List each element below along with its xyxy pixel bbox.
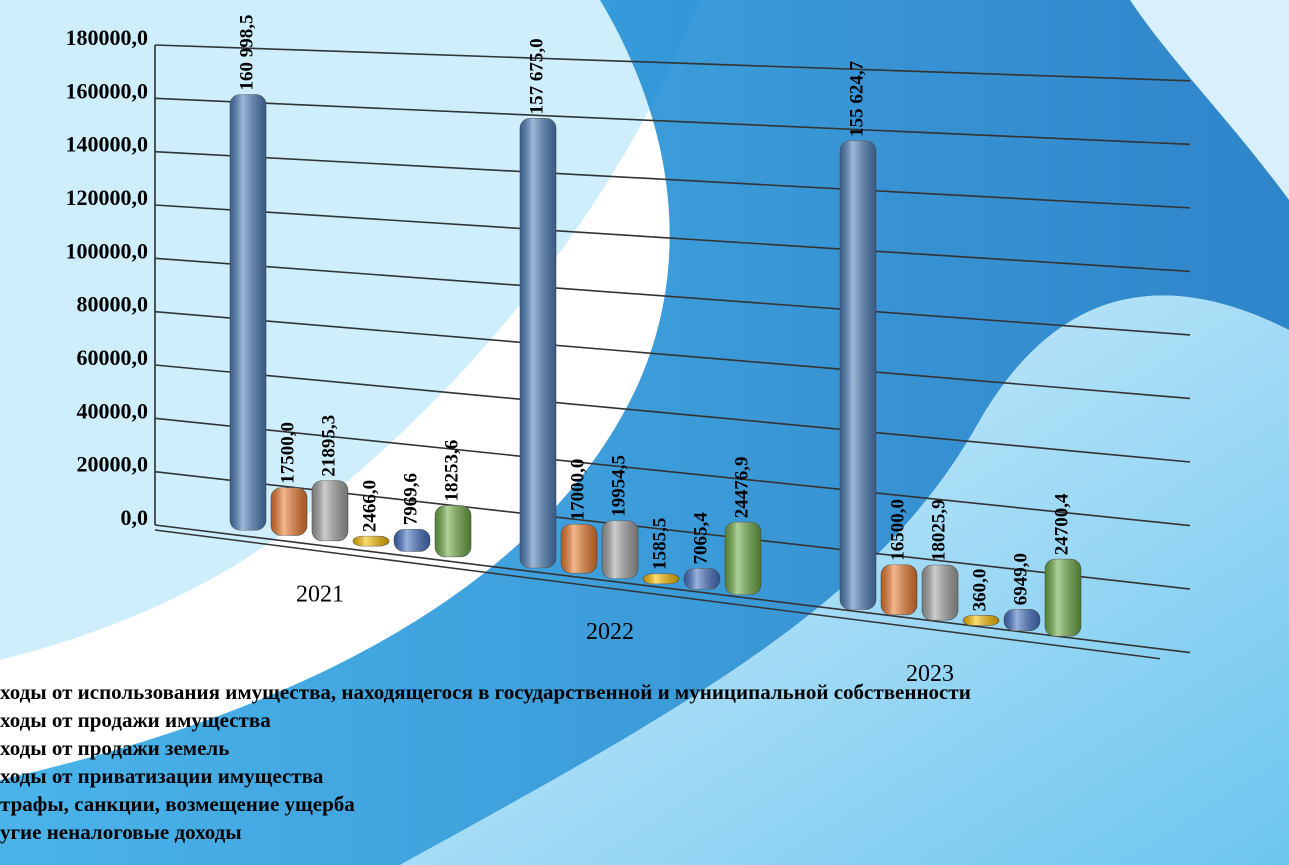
data-label: 6949,0 — [1010, 553, 1031, 605]
bar-shine — [353, 536, 389, 547]
bar-shine — [520, 118, 556, 568]
grid-line — [154, 310, 1191, 400]
y-tick-label: 20000,0 — [77, 452, 149, 477]
y-tick-label: 120000,0 — [66, 185, 149, 210]
y-tick-label: 60000,0 — [77, 345, 149, 370]
legend-label: ходы от приватизации имущества — [0, 764, 324, 788]
y-tick-label: 160000,0 — [66, 78, 149, 103]
data-label: 7969,6 — [400, 473, 421, 525]
data-label: 17500,0 — [277, 422, 298, 484]
legend-label: угие неналоговые доходы — [0, 820, 242, 844]
y-tick-label: 180000,0 — [66, 25, 149, 50]
bar-shine — [881, 564, 917, 615]
data-label: 24476,9 — [731, 456, 752, 518]
bar-shine — [1045, 559, 1081, 637]
data-label: 160 998,5 — [236, 15, 257, 91]
grid-line — [154, 417, 1191, 527]
legend-label: ходы от продажи имущества — [0, 708, 271, 732]
x-tick-label: 2023 — [906, 661, 954, 687]
bar-shine — [602, 520, 638, 579]
y-tick-label: 80000,0 — [77, 292, 149, 317]
bar-shine — [312, 480, 348, 541]
legend-label: трафы, санкции, возмещение ущерба — [0, 792, 355, 816]
grid-line — [154, 150, 1191, 209]
y-tick-label: 40000,0 — [77, 398, 149, 423]
bar-shine — [1004, 609, 1040, 631]
bar-shine — [922, 565, 958, 621]
data-label: 21895,3 — [318, 415, 339, 477]
data-label: 17000,0 — [567, 459, 588, 521]
bar-shine — [230, 94, 266, 531]
y-tick-label: 140000,0 — [66, 132, 149, 157]
grid-line — [154, 524, 1191, 654]
y-tick-label: 0,0 — [121, 505, 149, 530]
y-tick-label: 100000,0 — [66, 238, 149, 263]
data-label: 360,0 — [969, 569, 990, 612]
data-label: 157 675,0 — [526, 38, 547, 114]
data-label: 19954,5 — [608, 455, 629, 517]
bar-shine — [643, 573, 679, 584]
bar-shine — [435, 505, 471, 557]
data-label: 155 624,7 — [846, 60, 867, 137]
x-tick-label: 2021 — [296, 582, 344, 608]
bar-shine — [684, 568, 720, 590]
bar-shine — [725, 522, 761, 595]
data-label: 16500,0 — [887, 499, 908, 561]
grid-line — [154, 364, 1191, 463]
data-label: 18025,9 — [928, 499, 949, 561]
data-label: 18253,6 — [441, 440, 462, 502]
data-label: 24700,4 — [1051, 493, 1072, 555]
legend-label: ходы от продажи земель — [0, 736, 229, 760]
bar-shine — [561, 524, 597, 574]
bar-shine — [963, 615, 999, 626]
data-label: 7065,4 — [690, 512, 711, 565]
bar-shine — [271, 487, 307, 536]
x-tick-label: 2022 — [586, 619, 634, 645]
legend-label: ходы от использования имущества, находящ… — [0, 680, 971, 704]
floor-edge — [154, 529, 1161, 660]
bar-shine — [840, 140, 876, 610]
grid-line — [154, 44, 1191, 82]
bar-shine — [394, 529, 430, 552]
grid-line — [154, 97, 1191, 146]
data-label: 2466,0 — [359, 480, 380, 532]
grid-line — [154, 204, 1191, 273]
grid-line — [154, 257, 1191, 336]
data-label: 1585,5 — [649, 518, 670, 570]
